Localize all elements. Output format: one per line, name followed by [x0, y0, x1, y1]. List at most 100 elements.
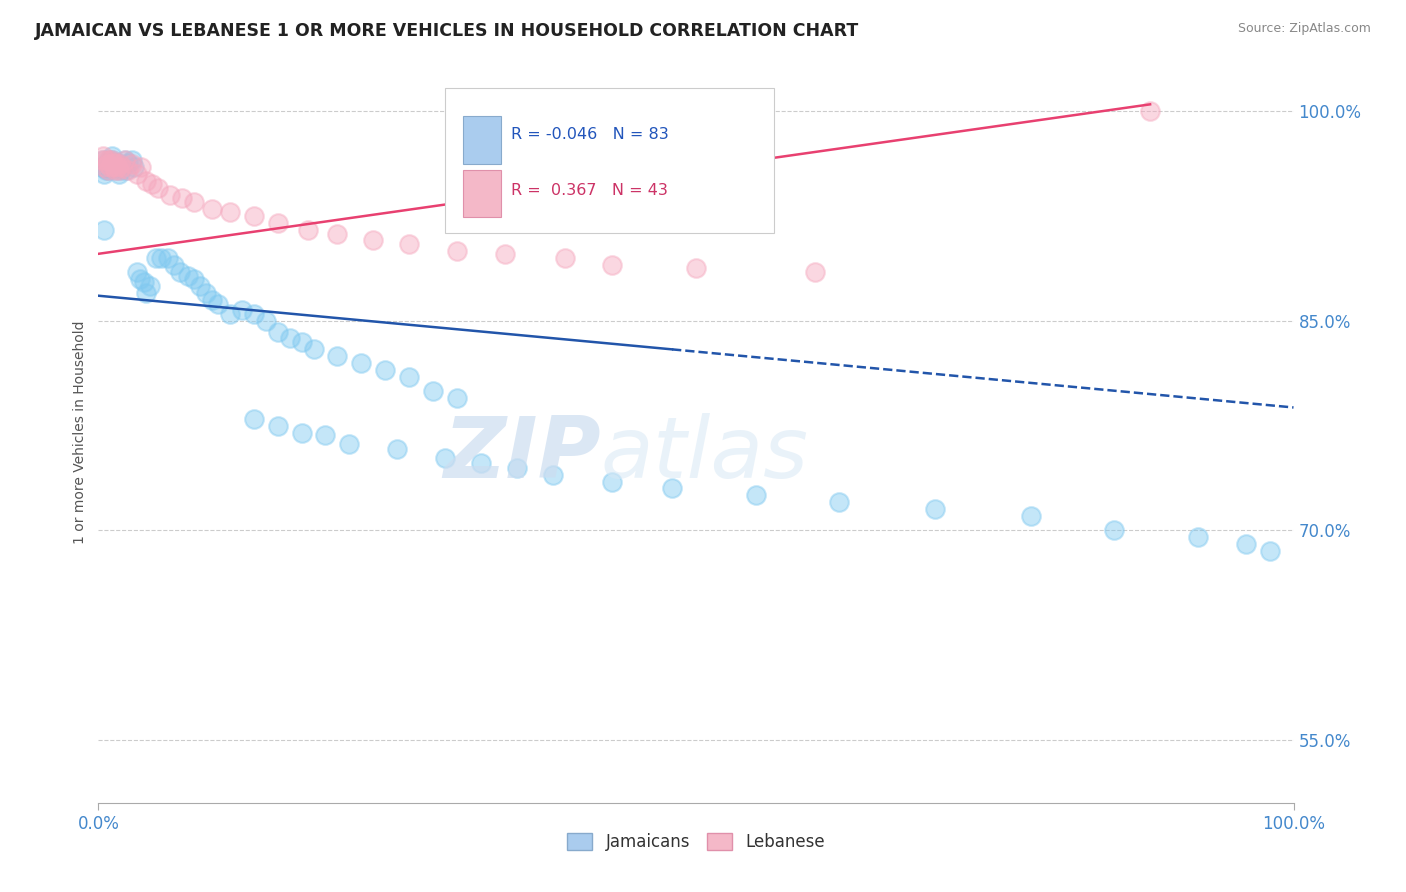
Point: [188, 279, 211, 293]
Point: [132, 275, 155, 289]
Point: [101, 160, 124, 174]
Point: [195, 285, 218, 300]
Point: [506, 460, 529, 475]
Point: [156, 251, 179, 265]
Point: [685, 260, 707, 275]
Point: [219, 205, 242, 219]
Point: [100, 153, 122, 168]
Point: [177, 269, 200, 284]
Point: [267, 325, 290, 339]
Point: [302, 342, 325, 356]
Point: [243, 307, 266, 321]
Point: [243, 209, 266, 223]
Point: [107, 163, 129, 178]
Text: atlas: atlas: [600, 413, 808, 496]
Point: [745, 488, 768, 502]
Point: [111, 160, 134, 174]
FancyBboxPatch shape: [446, 88, 773, 233]
Point: [105, 156, 128, 170]
Point: [602, 475, 624, 489]
Point: [924, 502, 946, 516]
Point: [114, 153, 136, 168]
Point: [231, 302, 253, 317]
Point: [339, 437, 361, 451]
FancyBboxPatch shape: [463, 169, 501, 217]
Point: [183, 195, 205, 210]
Point: [125, 167, 148, 181]
Point: [96, 157, 118, 171]
Point: [1019, 509, 1042, 524]
Y-axis label: 1 or more Vehicles in Household: 1 or more Vehicles in Household: [73, 321, 87, 544]
Point: [201, 293, 224, 307]
Point: [267, 418, 290, 433]
Point: [291, 425, 314, 440]
Point: [121, 157, 143, 171]
Point: [363, 233, 385, 247]
Point: [105, 156, 128, 170]
Point: [97, 163, 120, 178]
Point: [135, 174, 157, 188]
Point: [94, 160, 117, 174]
Point: [1258, 544, 1281, 558]
Point: [108, 157, 131, 171]
Point: [107, 160, 129, 174]
Point: [326, 227, 349, 242]
Point: [121, 153, 143, 168]
Point: [169, 265, 191, 279]
Point: [148, 181, 170, 195]
Point: [104, 163, 127, 178]
Point: [385, 442, 409, 457]
Point: [115, 163, 138, 178]
Point: [297, 223, 319, 237]
Point: [267, 216, 290, 230]
Text: R = -0.046   N = 83: R = -0.046 N = 83: [510, 128, 668, 143]
Point: [804, 265, 827, 279]
Point: [446, 391, 468, 405]
Point: [108, 157, 131, 171]
Point: [117, 163, 139, 178]
Point: [374, 363, 396, 377]
Point: [494, 247, 516, 261]
Point: [107, 160, 129, 174]
Point: [101, 156, 124, 170]
Point: [159, 188, 181, 202]
Point: [103, 157, 125, 171]
Point: [434, 450, 457, 465]
Point: [398, 237, 420, 252]
Point: [149, 251, 172, 265]
Point: [243, 411, 266, 425]
Point: [1139, 104, 1161, 119]
Point: [163, 258, 186, 272]
Point: [93, 160, 115, 174]
Point: [98, 153, 121, 168]
Point: [96, 160, 118, 174]
Point: [98, 160, 122, 174]
Point: [602, 258, 624, 272]
Text: JAMAICAN VS LEBANESE 1 OR MORE VEHICLES IN HOUSEHOLD CORRELATION CHART: JAMAICAN VS LEBANESE 1 OR MORE VEHICLES …: [35, 22, 859, 40]
Text: Source: ZipAtlas.com: Source: ZipAtlas.com: [1237, 22, 1371, 36]
Point: [100, 149, 122, 163]
Legend: Jamaicans, Lebanese: Jamaicans, Lebanese: [561, 826, 831, 857]
Point: [828, 495, 851, 509]
Point: [91, 153, 114, 168]
Point: [98, 153, 121, 168]
Point: [141, 177, 163, 191]
Point: [326, 349, 349, 363]
Text: R =  0.367   N = 43: R = 0.367 N = 43: [510, 183, 668, 198]
Point: [100, 153, 122, 168]
Point: [254, 314, 277, 328]
Point: [93, 160, 115, 174]
Point: [278, 331, 301, 345]
Point: [291, 334, 314, 349]
Point: [125, 265, 148, 279]
Point: [98, 160, 121, 174]
Point: [350, 356, 373, 370]
Point: [131, 160, 153, 174]
FancyBboxPatch shape: [463, 117, 501, 164]
Point: [1104, 524, 1126, 538]
Point: [93, 167, 115, 181]
Point: [1234, 537, 1257, 551]
Point: [1187, 530, 1209, 544]
Point: [96, 156, 118, 170]
Point: [398, 369, 420, 384]
